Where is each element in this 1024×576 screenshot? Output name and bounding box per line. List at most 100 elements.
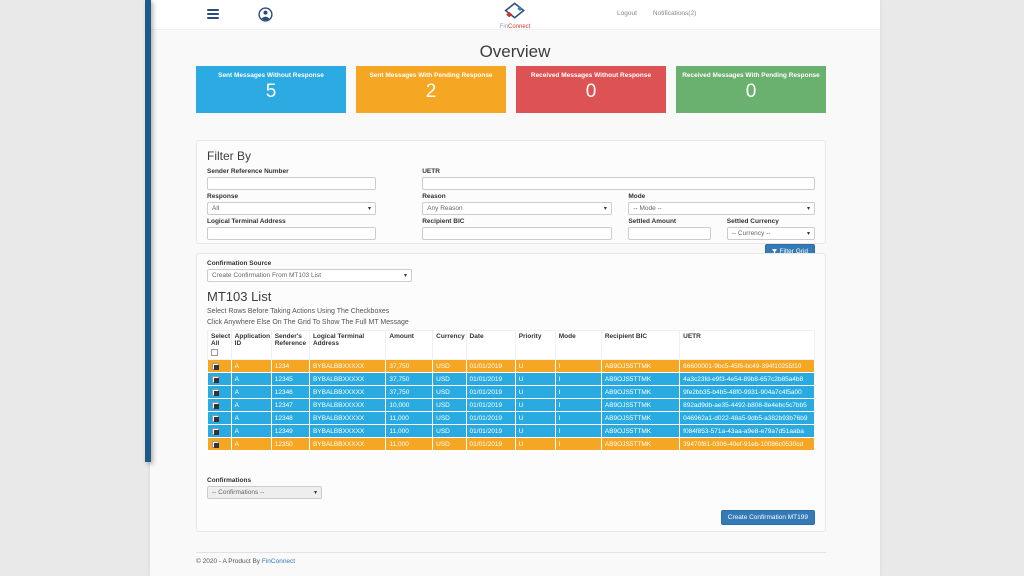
col-priority: Priority [514, 330, 556, 360]
col-uetr: UETR [679, 330, 815, 360]
row-checkbox[interactable] [212, 401, 219, 409]
chevron-down-icon: ▾ [806, 230, 810, 237]
cell-application-id: A [230, 424, 272, 438]
page-footer: © 2020 - A Product By FinConnect [196, 552, 826, 565]
row-checkbox[interactable] [212, 362, 219, 370]
settled-amount-label: Settled Amount [628, 218, 677, 225]
cell-uetr: 4a3c23fd-e9f3-4e54-89b8-657c2b85a4b8 [679, 372, 815, 386]
table-row[interactable]: A 12346 BYBALBBXXXXX 37,750 USD 01/01/20… [207, 385, 815, 399]
menu-icon[interactable] [207, 9, 219, 21]
cell-application-id: A [230, 385, 272, 399]
cell-logical-terminal-address: BYBALBBXXXXX [308, 411, 387, 425]
mode-label: Mode [628, 193, 646, 200]
cell-amount: 11,000 [385, 437, 434, 451]
cell-uetr: f084f853-571a-43aa-a9e8-e79a7d51aaba [679, 424, 815, 438]
logical-terminal-address-label: Logical Terminal Address [207, 218, 286, 225]
cell-date: 01/01/2019 [465, 359, 516, 373]
cell-uetr: 9fe2bb35-b4b5-48f0-9931-904a7c4f5a00 [679, 385, 815, 399]
cell-application-id: A [230, 398, 272, 412]
table-row[interactable]: A 12345 BYBALBBXXXXX 37,750 USD 01/01/20… [207, 372, 815, 386]
cell-amount: 37,750 [385, 385, 434, 399]
mt103-panel: Confirmation Source Create Confirmation … [196, 253, 826, 532]
row-checkbox[interactable] [212, 375, 219, 383]
card-received-pending-response: Received Messages With Pending Response … [676, 66, 826, 113]
recipient-bic-label: Recipient BIC [422, 218, 465, 225]
brand-name: FinConnect [499, 24, 531, 30]
reason-select[interactable]: Any Reason ▾ [422, 202, 612, 215]
col-senders-reference: Sender's Reference [270, 330, 310, 360]
sender-reference-input[interactable] [207, 177, 377, 190]
brand-diamond-icon [504, 2, 526, 19]
settled-currency-select[interactable]: -- Currency -- ▾ [726, 227, 815, 240]
col-application-id: Application ID [230, 330, 272, 360]
cell-date: 01/01/2019 [465, 385, 516, 399]
cell-senders-reference: 12345 [270, 372, 310, 386]
table-row[interactable]: A 12350 BYBALBBXXXXX 11,000 USD 01/01/20… [207, 437, 815, 451]
card-value: 2 [425, 81, 437, 102]
cell-senders-reference: 12346 [270, 385, 310, 399]
brand-logo[interactable]: FinConnect [499, 2, 531, 30]
cell-currency: USD [432, 372, 467, 386]
col-logical-terminal-address: Logical Terminal Address [308, 330, 387, 360]
mt103-table: Select All Application ID Sender's Refer… [207, 330, 815, 451]
mt103-hint-checkboxes: Select Rows Before Taking Actions Using … [207, 308, 390, 315]
cell-senders-reference: 12350 [270, 437, 310, 451]
cell-date: 01/01/2019 [465, 424, 516, 438]
cell-uetr: 892ad9db-ae35-4492-b808-8e4ebc5c7bb5 [679, 398, 815, 412]
chevron-down-icon: ▾ [603, 205, 607, 212]
footer-finconnect-link[interactable]: FinConnect [261, 558, 296, 565]
cell-uetr: 39470f81-0306-40ef-91eb-10086c0530cd [679, 437, 815, 451]
cell-logical-terminal-address: BYBALBBXXXXX [308, 385, 387, 399]
cell-senders-reference: 12348 [270, 411, 310, 425]
recipient-bic-input[interactable] [422, 227, 612, 240]
mt103-table-body: A 1234 BYBALBBXXXXX 37,750 USD 01/01/201… [207, 359, 815, 451]
confirmation-source-select[interactable]: Create Confirmation From MT103 List ▾ [207, 269, 412, 282]
cell-amount: 11,000 [385, 424, 434, 438]
cell-amount: 11,000 [385, 411, 434, 425]
col-recipient-bic: Recipient BIC [600, 330, 681, 360]
cell-uetr: 046962a1-d022-48a5-9db5-a382b93b76b9 [679, 411, 815, 425]
row-checkbox[interactable] [212, 414, 219, 422]
confirmations-select[interactable]: -- Confirmations -- ▾ [207, 486, 322, 499]
navbar-links: Logout Notifications(2) [617, 10, 696, 17]
create-confirmation-mt199-button[interactable]: Create Confirmation MT199 [720, 510, 815, 525]
cell-priority: U [514, 359, 556, 373]
mt103-list-title: MT103 List [207, 289, 272, 304]
page-title: Overview [479, 42, 551, 61]
col-amount: Amount [385, 330, 434, 360]
cell-logical-terminal-address: BYBALBBXXXXX [308, 359, 387, 373]
cell-date: 01/01/2019 [465, 411, 516, 425]
user-avatar-icon[interactable] [258, 7, 273, 27]
mode-select[interactable]: -- Mode -- ▾ [628, 202, 815, 215]
card-received-without-response: Received Messages Without Response 0 [516, 66, 666, 113]
card-value: 0 [585, 81, 597, 102]
uetr-input[interactable] [422, 177, 815, 190]
cell-application-id: A [230, 411, 272, 425]
row-checkbox[interactable] [212, 388, 219, 396]
table-row[interactable]: A 12348 BYBALBBXXXXX 11,000 USD 01/01/20… [207, 411, 815, 425]
cell-recipient-bic: AB9OJS5TTMK [600, 359, 681, 373]
cell-currency: USD [432, 398, 467, 412]
settled-amount-input[interactable] [628, 227, 711, 240]
response-select[interactable]: All ▾ [207, 202, 377, 215]
cell-recipient-bic: AB9OJS5TTMK [600, 372, 681, 386]
cell-senders-reference: 12347 [270, 398, 310, 412]
settled-currency-label: Settled Currency [726, 218, 779, 225]
cell-recipient-bic: AB9OJS5TTMK [600, 437, 681, 451]
page-content: FinConnect Logout Notifications(2) Overv… [150, 0, 880, 576]
logout-link[interactable]: Logout [617, 10, 637, 17]
cell-date: 01/01/2019 [465, 437, 516, 451]
notifications-link[interactable]: Notifications(2) [652, 10, 697, 17]
card-value: 5 [265, 81, 277, 102]
table-row[interactable]: A 1234 BYBALBBXXXXX 37,750 USD 01/01/201… [207, 359, 815, 373]
logical-terminal-address-input[interactable] [207, 227, 377, 240]
select-all-checkbox[interactable] [211, 349, 218, 356]
cell-logical-terminal-address: BYBALBBXXXXX [308, 398, 387, 412]
table-row[interactable]: A 12349 BYBALBBXXXXX 11,000 USD 01/01/20… [207, 424, 815, 438]
confirmation-source-label: Confirmation Source [207, 260, 272, 267]
row-checkbox[interactable] [212, 440, 219, 448]
row-checkbox[interactable] [212, 427, 219, 435]
cell-currency: USD [432, 437, 467, 451]
col-date: Date [465, 330, 516, 360]
table-row[interactable]: A 12347 BYBALBBXXXXX 10,000 USD 01/01/20… [207, 398, 815, 412]
